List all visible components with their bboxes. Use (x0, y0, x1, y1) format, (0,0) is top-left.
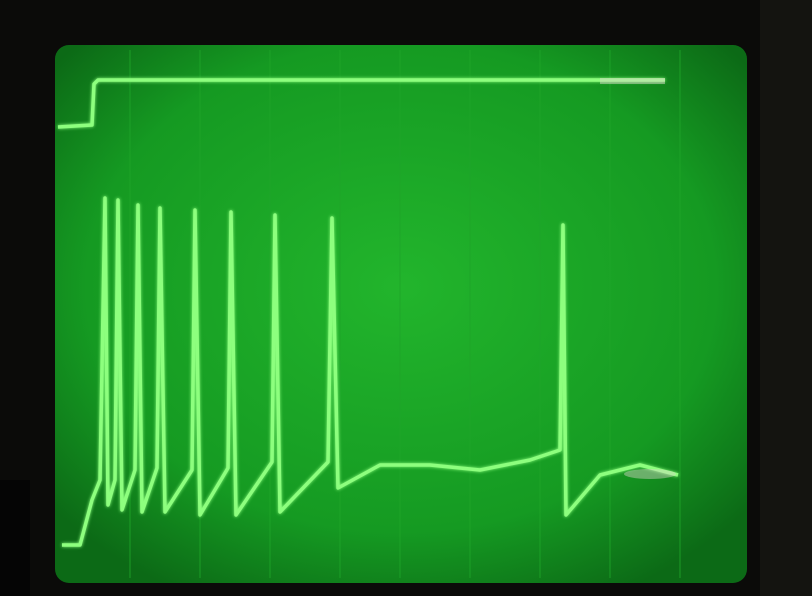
glare (600, 78, 665, 84)
glare (624, 469, 676, 479)
oscilloscope-photo (0, 0, 812, 596)
page (0, 0, 812, 596)
corner-shadow (0, 480, 30, 596)
bezel-edge (760, 0, 812, 596)
